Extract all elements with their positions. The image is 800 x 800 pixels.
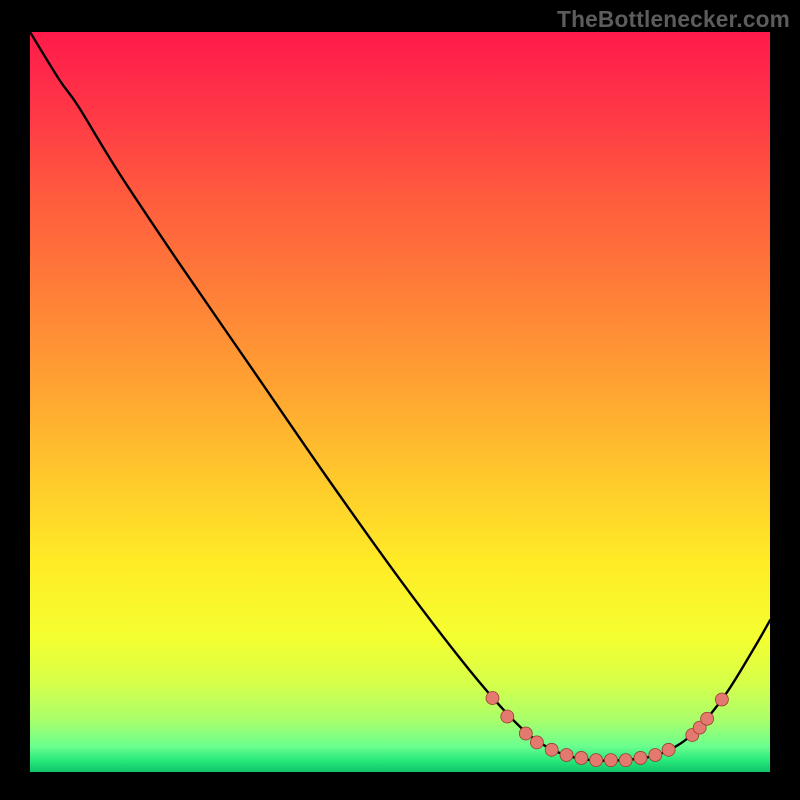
watermark-text: TheBottlenecker.com: [557, 6, 790, 33]
marker-dot: [604, 754, 617, 767]
marker-dot: [662, 743, 675, 756]
chart-background: [30, 32, 770, 772]
marker-dot: [530, 736, 543, 749]
marker-dot: [501, 710, 514, 723]
marker-dot: [701, 712, 714, 725]
marker-dot: [649, 748, 662, 761]
marker-dot: [590, 754, 603, 767]
marker-dot: [560, 748, 573, 761]
chart-svg: [30, 32, 770, 772]
marker-dot: [519, 727, 532, 740]
marker-dot: [575, 751, 588, 764]
marker-dot: [634, 751, 647, 764]
marker-dot: [545, 743, 558, 756]
marker-dot: [619, 754, 632, 767]
chart-plot-area: [30, 32, 770, 772]
marker-dot: [486, 692, 499, 705]
marker-dot: [715, 693, 728, 706]
